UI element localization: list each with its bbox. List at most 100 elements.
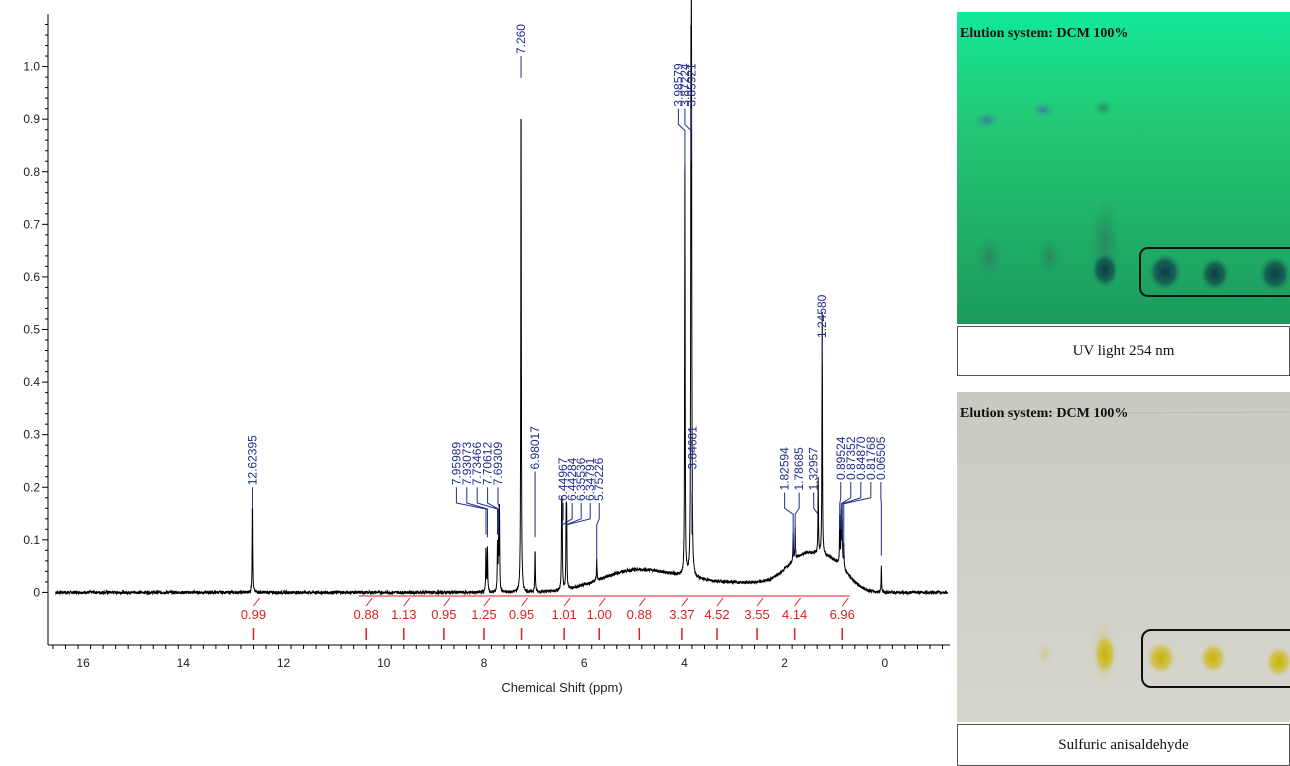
tlc-plate-anisaldehyde: Elution system: DCM 100%	[957, 392, 1290, 722]
tlc-spot	[1146, 641, 1176, 675]
integral-leader	[563, 597, 571, 607]
peak-leader-line	[880, 481, 882, 556]
peak-label: 12.62395	[245, 435, 259, 485]
tlc-caption-text: UV light 254 nm	[1072, 342, 1175, 359]
integral-leader	[638, 597, 646, 607]
peak-leader-line	[784, 492, 794, 556]
tlc-uv-image	[957, 12, 1290, 324]
peak-leader-line	[487, 487, 499, 538]
tlc-spot	[1199, 642, 1227, 674]
tlc-spot	[1091, 252, 1119, 288]
x-tick-label: 4	[681, 656, 688, 670]
peak-label: 1.82594	[778, 447, 792, 491]
peak-label: 6.34791	[583, 457, 597, 501]
integral-leader	[521, 597, 528, 607]
integral-leader	[365, 597, 373, 607]
peak-leader-line	[840, 481, 852, 530]
tlc-spot	[975, 235, 1003, 279]
tlc-spot	[1148, 253, 1182, 291]
integral-leader	[403, 597, 411, 607]
integral-value: 6.96	[830, 607, 855, 622]
peak-leader-line	[561, 503, 573, 526]
nmr-spectrum-chart: 00.10.20.30.40.50.60.70.80.91.016 14 12 10 8…	[23, 0, 950, 695]
integral-leader	[716, 597, 724, 607]
peak-leader-line	[566, 503, 591, 526]
x-tick-label: 12	[277, 656, 291, 670]
tlc-spot	[1093, 100, 1113, 116]
integral-leader	[794, 597, 802, 607]
peak-leader-line	[497, 487, 500, 510]
integral-leader	[681, 597, 689, 607]
integral-value: 0.95	[509, 607, 534, 622]
y-tick-label: 0	[33, 585, 40, 599]
peak-label: 7.70612	[481, 442, 495, 486]
peak-label: 7.73466	[470, 442, 484, 486]
tlc-elution-label: Elution system: DCM 100%	[960, 26, 1129, 41]
integral-value: 4.14	[782, 607, 807, 622]
peak-label: 7.260	[514, 24, 528, 54]
peak-label: 3.98579	[671, 63, 685, 107]
integral-value: 0.95	[431, 607, 456, 622]
peak-label: 3.85921	[684, 63, 698, 107]
peak-leader-line	[455, 487, 487, 535]
y-tick-label: 0.8	[23, 165, 40, 179]
x-tick-label: 6	[581, 656, 588, 670]
peak-label: 1.24580	[815, 294, 829, 338]
peak-label: 0.84870	[854, 436, 868, 480]
chart-ticks: 00.10.20.30.40.50.60.70.80.91.016 14 12 10 8…	[23, 24, 943, 670]
y-tick-label: 1.0	[23, 60, 40, 74]
integral-value: 1.00	[587, 607, 612, 622]
integral-value: 1.01	[551, 607, 576, 622]
peak-label: 6.35536	[574, 457, 588, 501]
peak-label: 1.32957	[807, 447, 821, 491]
peak-leader-line	[813, 492, 819, 515]
peak-label: 6.98017	[528, 426, 542, 470]
highlight-box	[1139, 247, 1290, 297]
x-tick-label: 16	[76, 656, 90, 670]
peak-leader-line	[596, 503, 600, 561]
integral-leader	[598, 597, 606, 607]
y-tick-label: 0.4	[23, 375, 40, 389]
spectrum-line	[55, 0, 948, 596]
spectrum-trace	[55, 0, 948, 596]
peak-leader-line	[565, 503, 582, 526]
peak-leader-line	[841, 481, 862, 540]
integral-leader	[756, 597, 764, 607]
y-tick-label: 0.3	[23, 428, 40, 442]
integral-marks: 0.99 0.88 1.13 0.95 1.25 0.95 1.01 1.00 0.88 3.37…	[241, 595, 855, 640]
tlc-spot	[1037, 237, 1061, 277]
x-tick-label: 8	[481, 656, 488, 670]
peak-leader-line	[839, 481, 842, 530]
tlc-plate-uv: Elution system: DCM 100%	[957, 12, 1290, 324]
integral-leader	[483, 597, 491, 607]
peak-label: 0.06505	[874, 436, 888, 480]
integral-value: 0.88	[354, 607, 379, 622]
peak-label: 7.93073	[460, 442, 474, 486]
peak-label: 5.75226	[592, 457, 606, 501]
tlc-caption-text: Sulfuric anisaldehyde	[1058, 736, 1189, 753]
y-tick-label: 0.9	[23, 112, 40, 126]
tlc-spot	[1259, 256, 1290, 292]
tlc-spot	[1200, 257, 1230, 291]
peak-label: 0.81768	[864, 436, 878, 480]
peak-label: 7.95989	[449, 442, 463, 486]
integral-value: 0.88	[627, 607, 652, 622]
peak-label: 6.44284	[565, 457, 579, 501]
peak-leader-line	[677, 108, 686, 172]
tlc-spot	[1093, 632, 1117, 676]
peak-label: 0.89524	[834, 436, 848, 480]
x-tick-label: 2	[781, 656, 788, 670]
y-tick-label: 0.1	[23, 533, 40, 547]
integral-value: 4.52	[704, 607, 729, 622]
peak-label: 6.44967	[556, 457, 570, 501]
highlight-box	[1141, 629, 1290, 688]
peak-label: 0.87352	[844, 436, 858, 480]
peak-leader-line	[794, 492, 800, 551]
tlc-spot	[1029, 101, 1057, 119]
peak-leader-line	[843, 481, 872, 556]
tlc-spot	[1036, 642, 1054, 666]
integral-value: 1.13	[391, 607, 416, 622]
integral-leader	[443, 597, 451, 607]
tlc-caption: UV light 254 nm	[957, 326, 1290, 376]
integral-value: 0.99	[241, 607, 266, 622]
